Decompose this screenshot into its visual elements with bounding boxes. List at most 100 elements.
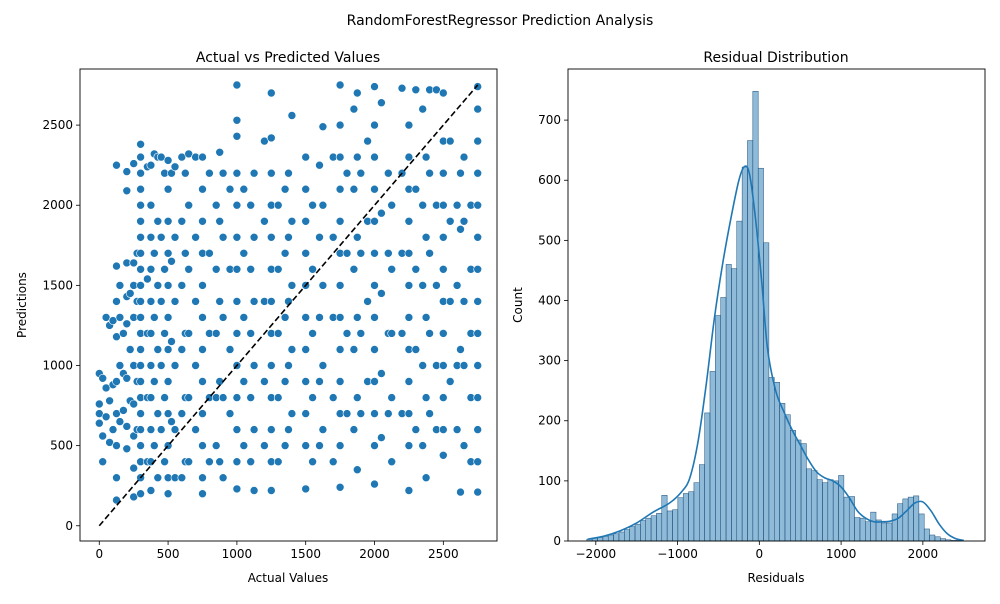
histogram-bar xyxy=(677,497,684,542)
scatter-point xyxy=(136,313,145,322)
scatter-point xyxy=(473,425,483,434)
scatter-point xyxy=(198,473,207,483)
histogram-bar xyxy=(672,509,679,542)
scatter-point xyxy=(266,297,276,306)
scatter-point xyxy=(198,345,207,354)
scatter-point xyxy=(146,361,156,370)
histogram-bar xyxy=(891,513,898,542)
scatter-point xyxy=(284,361,293,370)
scatter-point xyxy=(232,484,242,494)
histogram-bar xyxy=(800,443,807,542)
histogram-bar xyxy=(682,493,689,542)
scatter-point xyxy=(156,297,166,306)
histogram-bar xyxy=(897,503,904,542)
histogram-y-tick-label: 0 xyxy=(553,534,561,548)
scatter-point xyxy=(404,120,414,130)
histogram-bar xyxy=(832,480,839,542)
histogram-bar xyxy=(656,513,663,542)
histogram-bar xyxy=(865,521,871,542)
scatter-point xyxy=(122,444,132,454)
scatter-point xyxy=(452,425,462,434)
scatter-point xyxy=(452,200,462,210)
scatter-point xyxy=(215,217,224,226)
scatter-point xyxy=(239,249,249,258)
scatter-point xyxy=(421,473,431,483)
scatter-point xyxy=(198,152,207,162)
scatter-point xyxy=(225,409,235,418)
scatter-point xyxy=(112,377,121,386)
scatter-point xyxy=(404,281,414,290)
scatter-point xyxy=(163,217,173,226)
scatter-point xyxy=(370,152,379,162)
scatter-point xyxy=(421,313,431,322)
scatter-point xyxy=(170,425,180,434)
histogram-bar xyxy=(822,482,829,542)
scatter-point xyxy=(370,377,379,386)
scatter-point xyxy=(153,409,163,418)
scatter-point xyxy=(445,136,455,146)
scatter-point xyxy=(418,361,428,370)
scatter-point xyxy=(459,297,469,306)
scatter-point xyxy=(273,393,283,402)
scatter-point xyxy=(112,261,121,271)
scatter-point xyxy=(377,208,386,218)
scatter-point xyxy=(232,233,242,242)
scatter-point xyxy=(411,184,421,194)
scatter-subplot: Actual vs Predicted Values 0 500 1000 1500 2… xyxy=(15,50,498,585)
histogram-bar xyxy=(666,510,673,542)
scatter-point xyxy=(335,281,345,290)
scatter-point xyxy=(280,249,290,258)
histogram-bar xyxy=(661,495,668,542)
histogram-x-tick-label: −2000 xyxy=(576,547,617,561)
scatter-point xyxy=(184,329,193,338)
scatter-point xyxy=(411,425,421,434)
scatter-point xyxy=(143,274,152,284)
histogram-bar xyxy=(843,496,850,542)
scatter-point xyxy=(129,492,138,502)
scatter-point xyxy=(473,104,483,114)
scatter-point xyxy=(280,313,290,322)
scatter-point xyxy=(421,152,431,162)
histogram-bar xyxy=(725,264,732,542)
histogram-bar xyxy=(902,498,909,542)
scatter-point xyxy=(328,233,338,242)
scatter-point xyxy=(119,329,128,338)
figure-suptitle: RandomForestRegressor Prediction Analysi… xyxy=(347,13,654,29)
scatter-point xyxy=(198,281,207,290)
histogram-bar xyxy=(806,468,812,542)
scatter-point xyxy=(315,160,324,170)
scatter-y-ticks: 0 500 1000 1500 2000 2500 xyxy=(42,118,80,533)
histogram-bar xyxy=(886,522,893,542)
scatter-point xyxy=(156,425,166,434)
scatter-point xyxy=(301,217,311,226)
scatter-point xyxy=(211,264,221,274)
scatter-point xyxy=(335,482,345,492)
scatter-point xyxy=(150,313,159,322)
scatter-point xyxy=(387,200,397,210)
scatter-point xyxy=(438,393,448,402)
scatter-point xyxy=(156,233,166,242)
scatter-point xyxy=(232,425,242,434)
scatter-point xyxy=(335,217,345,226)
histogram-bar xyxy=(795,439,802,542)
histogram-bar xyxy=(720,297,727,542)
scatter-point xyxy=(170,162,180,172)
scatter-point xyxy=(112,495,121,505)
histogram-bar xyxy=(752,91,759,542)
scatter-point xyxy=(160,457,169,467)
scatter-point xyxy=(363,136,372,146)
scatter-point xyxy=(404,217,414,226)
histogram-x-ticks: −2000 −1000 0 1000 2000 xyxy=(576,541,938,561)
scatter-y-tick-label: 1000 xyxy=(42,359,73,373)
scatter-point xyxy=(136,441,145,450)
scatter-point xyxy=(146,486,156,495)
scatter-point xyxy=(177,473,187,483)
scatter-point xyxy=(352,233,362,242)
scatter-point xyxy=(342,409,352,418)
scatter-x-tick-label: 0 xyxy=(95,547,103,561)
scatter-x-tick-label: 1500 xyxy=(290,547,321,561)
scatter-point xyxy=(184,393,193,402)
scatter-point xyxy=(456,345,465,354)
scatter-point xyxy=(328,393,338,402)
scatter-point xyxy=(232,297,242,306)
